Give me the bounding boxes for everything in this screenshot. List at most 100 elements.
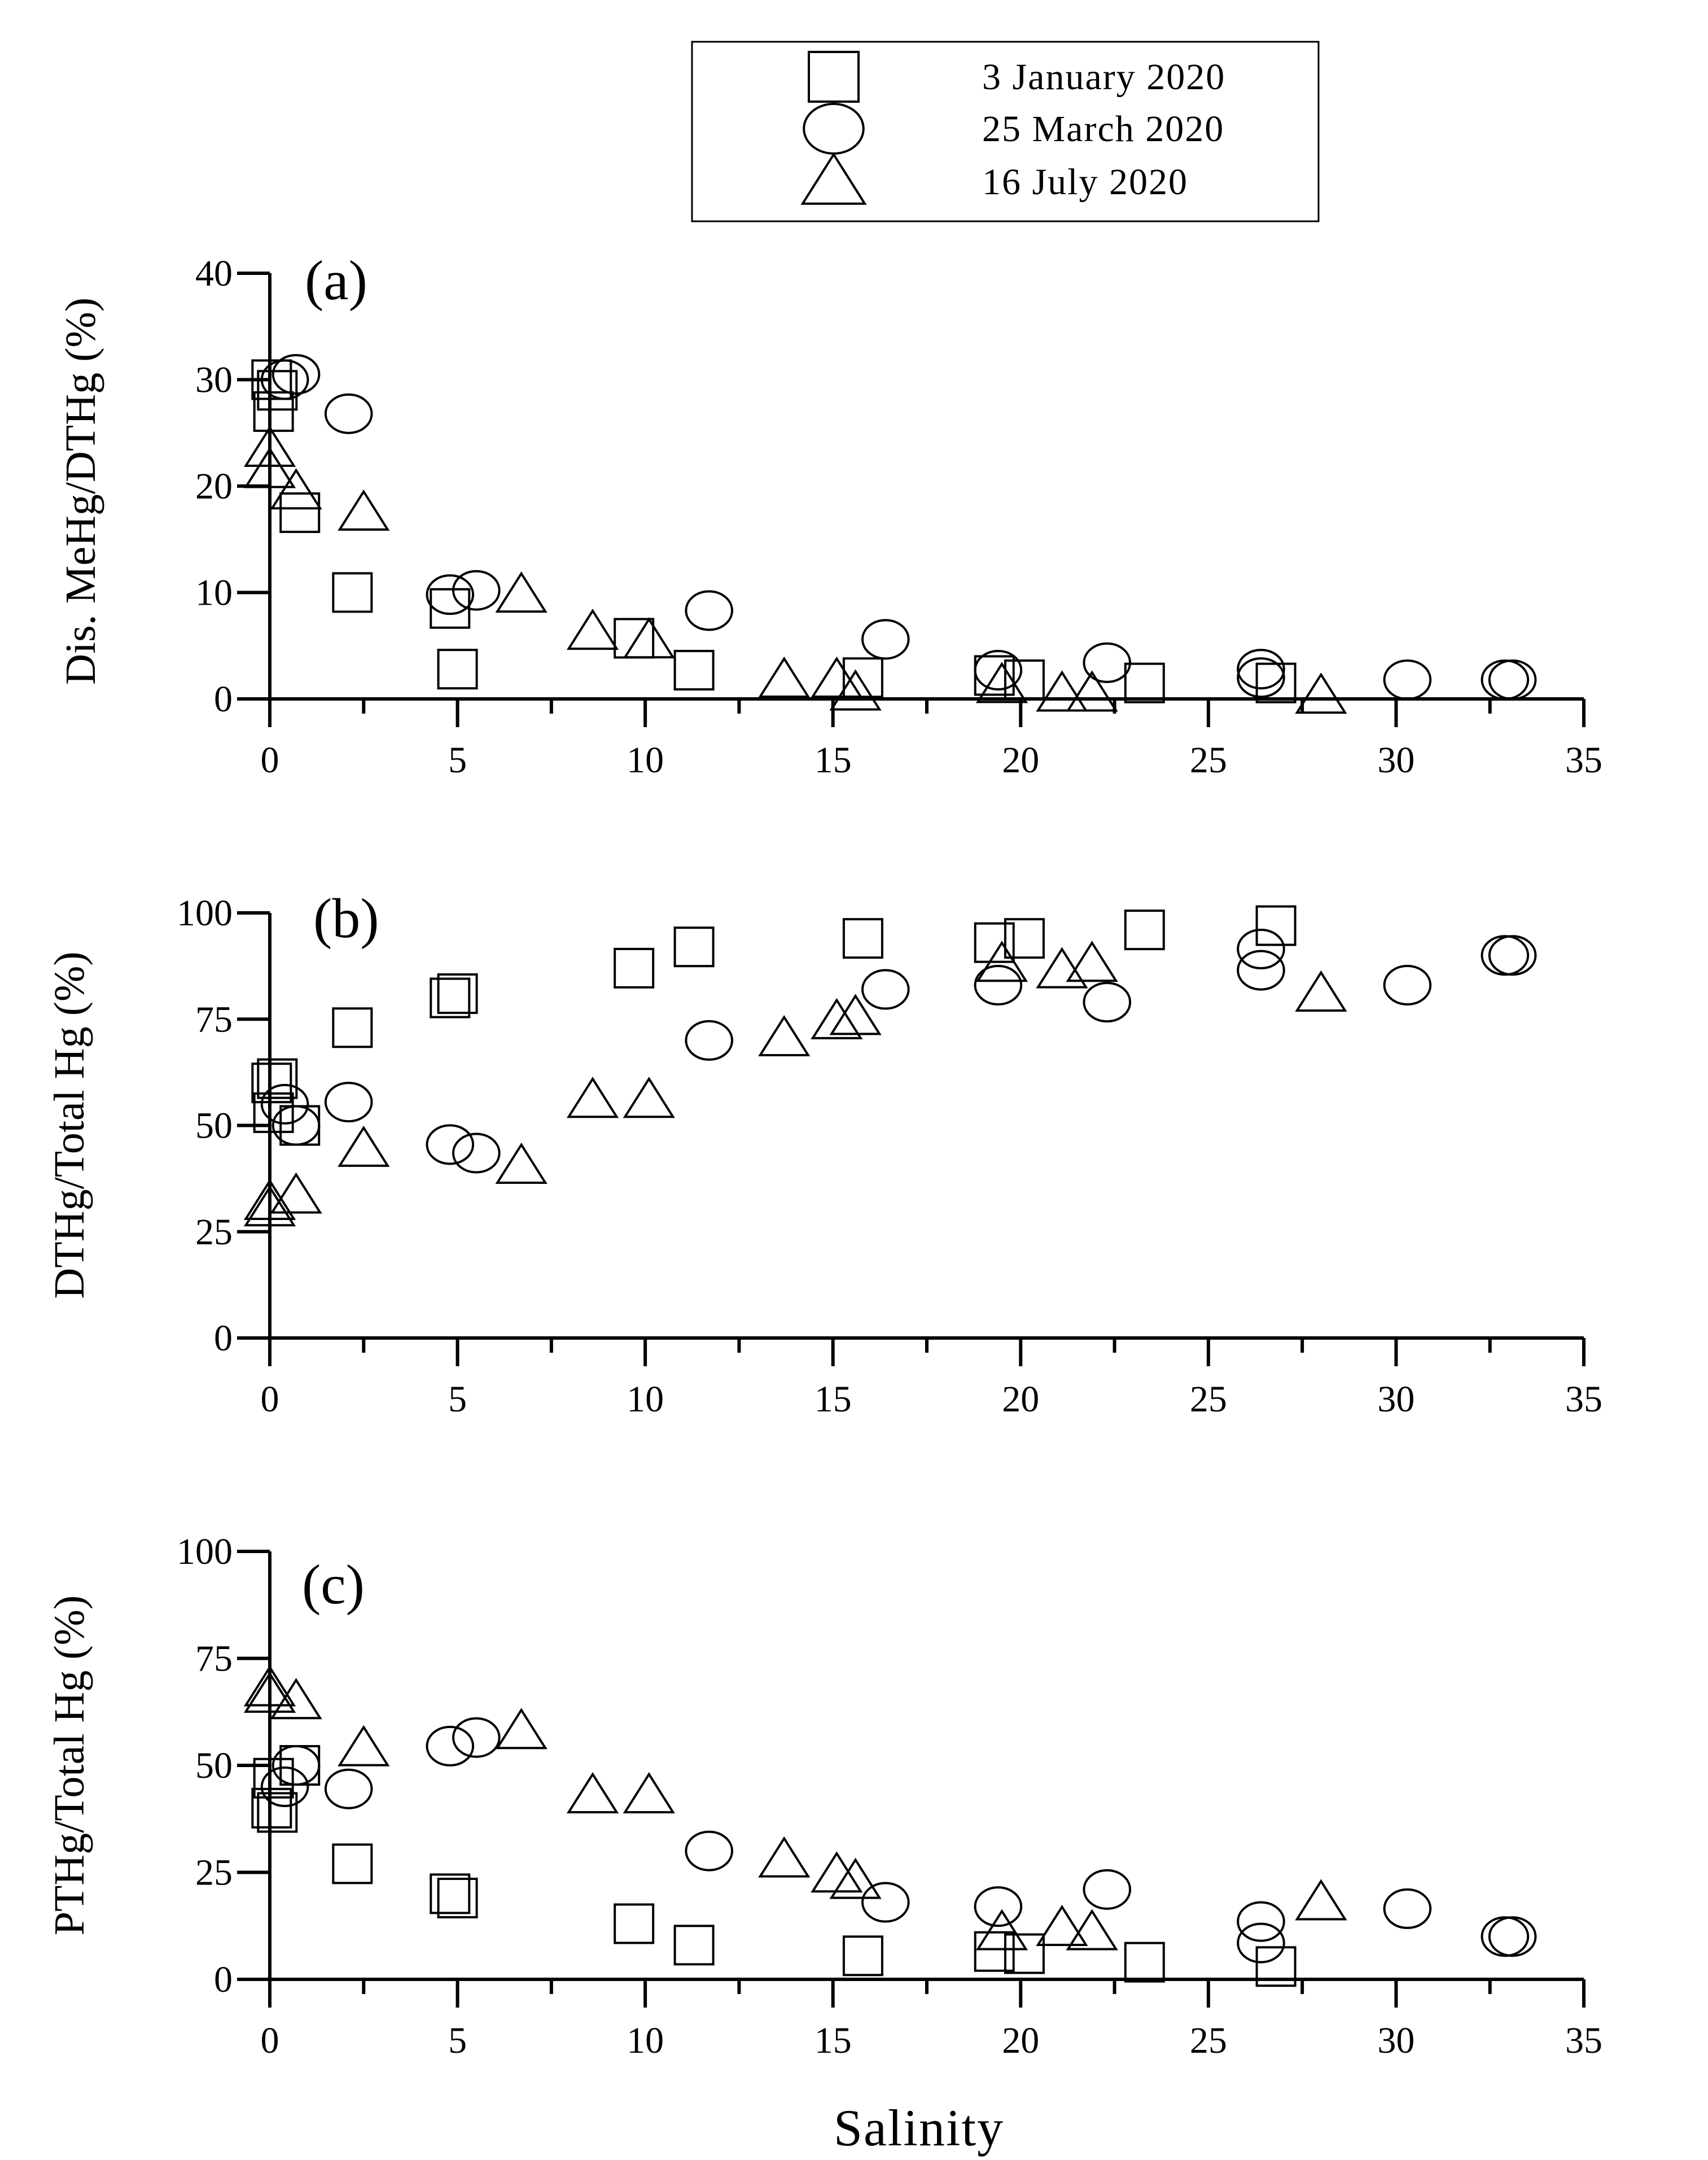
- data-point-triangle: [243, 1178, 296, 1220]
- data-point-circle: [324, 1082, 373, 1123]
- data-point-triangle: [758, 656, 811, 698]
- data-point-square: [673, 1925, 715, 1966]
- data-point-triangle: [811, 656, 863, 698]
- y-tick-label: 20: [195, 466, 233, 507]
- data-point-circle: [861, 969, 910, 1010]
- data-point-circle: [861, 619, 910, 660]
- x-tick-label: 5: [448, 2020, 467, 2061]
- panel-label-b: (b): [313, 887, 379, 950]
- data-point-circle: [1083, 642, 1132, 683]
- legend-label: 25 March 2020: [982, 108, 1224, 150]
- data-point-circle: [260, 1766, 309, 1807]
- data-point-triangle: [338, 1725, 390, 1767]
- data-point-square: [614, 618, 655, 659]
- x-tick-label: 5: [448, 1379, 467, 1420]
- data-point-circle: [974, 965, 1023, 1006]
- x-tick-label: 25: [1190, 1379, 1227, 1420]
- data-point-circle: [426, 1725, 475, 1767]
- data-point-square: [257, 1792, 298, 1833]
- data-point-square: [1255, 905, 1297, 946]
- x-tick-label: 15: [814, 740, 852, 781]
- x-tick-label: 30: [1377, 2020, 1414, 2061]
- data-point-triangle: [829, 669, 882, 711]
- data-point-triangle: [566, 1772, 619, 1813]
- data-point-triangle: [338, 489, 390, 531]
- panel-c: (c) PTHg/Total Hg (%) 0 25 50 75 100 0 5 10 15 20…: [46, 1531, 1602, 2061]
- y-axis-label-a: Dis. MeHg/DTHg (%): [57, 298, 104, 685]
- data-point-circle: [1237, 1922, 1285, 1964]
- panel-label-c: (c): [302, 1553, 365, 1616]
- data-point-circle: [1237, 649, 1285, 690]
- data-point-triangle: [975, 941, 1028, 982]
- data-point-square: [257, 370, 298, 411]
- series-circle: [260, 929, 1537, 1174]
- y-axis-label-c: PTHg/Total Hg (%): [46, 1595, 93, 1936]
- data-point-circle: [1083, 982, 1132, 1023]
- data-point-triangle: [495, 1142, 548, 1184]
- data-point-circle: [452, 570, 501, 611]
- data-point-circle: [1237, 929, 1285, 970]
- x-tick-label: 5: [448, 740, 467, 781]
- data-point-circle: [974, 650, 1023, 691]
- series-triangle: [243, 941, 1347, 1227]
- panel-label-a: (a): [305, 249, 367, 312]
- data-point-circle: [324, 393, 373, 434]
- legend-label: 3 January 2020: [982, 56, 1225, 98]
- x-tick-label: 20: [1002, 2020, 1039, 2061]
- data-point-circle: [260, 359, 309, 400]
- x-tick-label: 20: [1002, 1379, 1039, 1420]
- data-point-square: [614, 1903, 655, 1944]
- data-point-square: [437, 973, 478, 1015]
- data-point-square: [430, 588, 471, 629]
- data-point-triangle: [1295, 672, 1347, 714]
- data-point-square: [1004, 918, 1045, 959]
- data-point-square: [253, 391, 294, 432]
- x-tick-label: 30: [1377, 740, 1414, 781]
- data-point-circle: [861, 1882, 910, 1923]
- data-point-square: [673, 926, 715, 968]
- data-point-triangle: [829, 994, 882, 1035]
- data-point-triangle: [270, 1678, 322, 1720]
- data-point-square: [1124, 1942, 1165, 1983]
- data-point-triangle: [975, 662, 1028, 703]
- x-tick-label: 10: [627, 2020, 664, 2061]
- x-tick-label: 15: [814, 2020, 852, 2061]
- data-point-circle: [1383, 659, 1432, 701]
- data-point-triangle: [1295, 970, 1347, 1012]
- data-point-square: [430, 977, 471, 1018]
- y-tick-label: 25: [195, 1852, 233, 1894]
- x-tick-label: 0: [261, 1379, 279, 1420]
- data-point-triangle: [623, 1772, 675, 1813]
- data-point-triangle: [243, 1671, 296, 1713]
- data-point-triangle: [1036, 670, 1088, 712]
- x-tick-label: 15: [814, 1379, 852, 1420]
- data-point-circle: [271, 1105, 321, 1146]
- data-point-circle: [1488, 1916, 1537, 1957]
- x-tick-label: 35: [1565, 1379, 1602, 1420]
- data-point-square: [279, 492, 321, 534]
- legend-box: [691, 41, 1320, 222]
- data-point-triangle: [811, 1851, 863, 1893]
- data-point-circle: [1237, 657, 1285, 698]
- legend-label: 16 July 2020: [982, 161, 1188, 203]
- data-point-triangle: [758, 1836, 811, 1878]
- y-tick-label: 50: [195, 1745, 233, 1786]
- data-point-triangle: [623, 1077, 675, 1118]
- data-point-triangle: [243, 1185, 296, 1227]
- data-point-square: [1004, 1933, 1045, 1974]
- y-tick-label: 25: [195, 1212, 233, 1253]
- y-tick-label: 0: [214, 679, 233, 720]
- x-tick-label: 0: [261, 2020, 279, 2061]
- x-axis-label: Salinity: [834, 2099, 1004, 2157]
- data-point-triangle: [1295, 1879, 1347, 1921]
- y-axis-label-b: DTHg/Total Hg (%): [46, 951, 93, 1298]
- data-point-triangle: [495, 571, 548, 613]
- x-tick-label: 35: [1565, 740, 1602, 781]
- data-point-circle: [271, 1745, 321, 1786]
- data-point-square: [1255, 1946, 1297, 1987]
- panel-a: (a) Dis. MeHg/DTHg (%) 0 10 20 30 40 0 5 10 15 20…: [57, 249, 1602, 781]
- data-point-square: [974, 922, 1015, 963]
- data-point-circle: [452, 1133, 501, 1174]
- y-tick-label: 0: [214, 1959, 233, 2000]
- data-point-triangle: [829, 1857, 882, 1899]
